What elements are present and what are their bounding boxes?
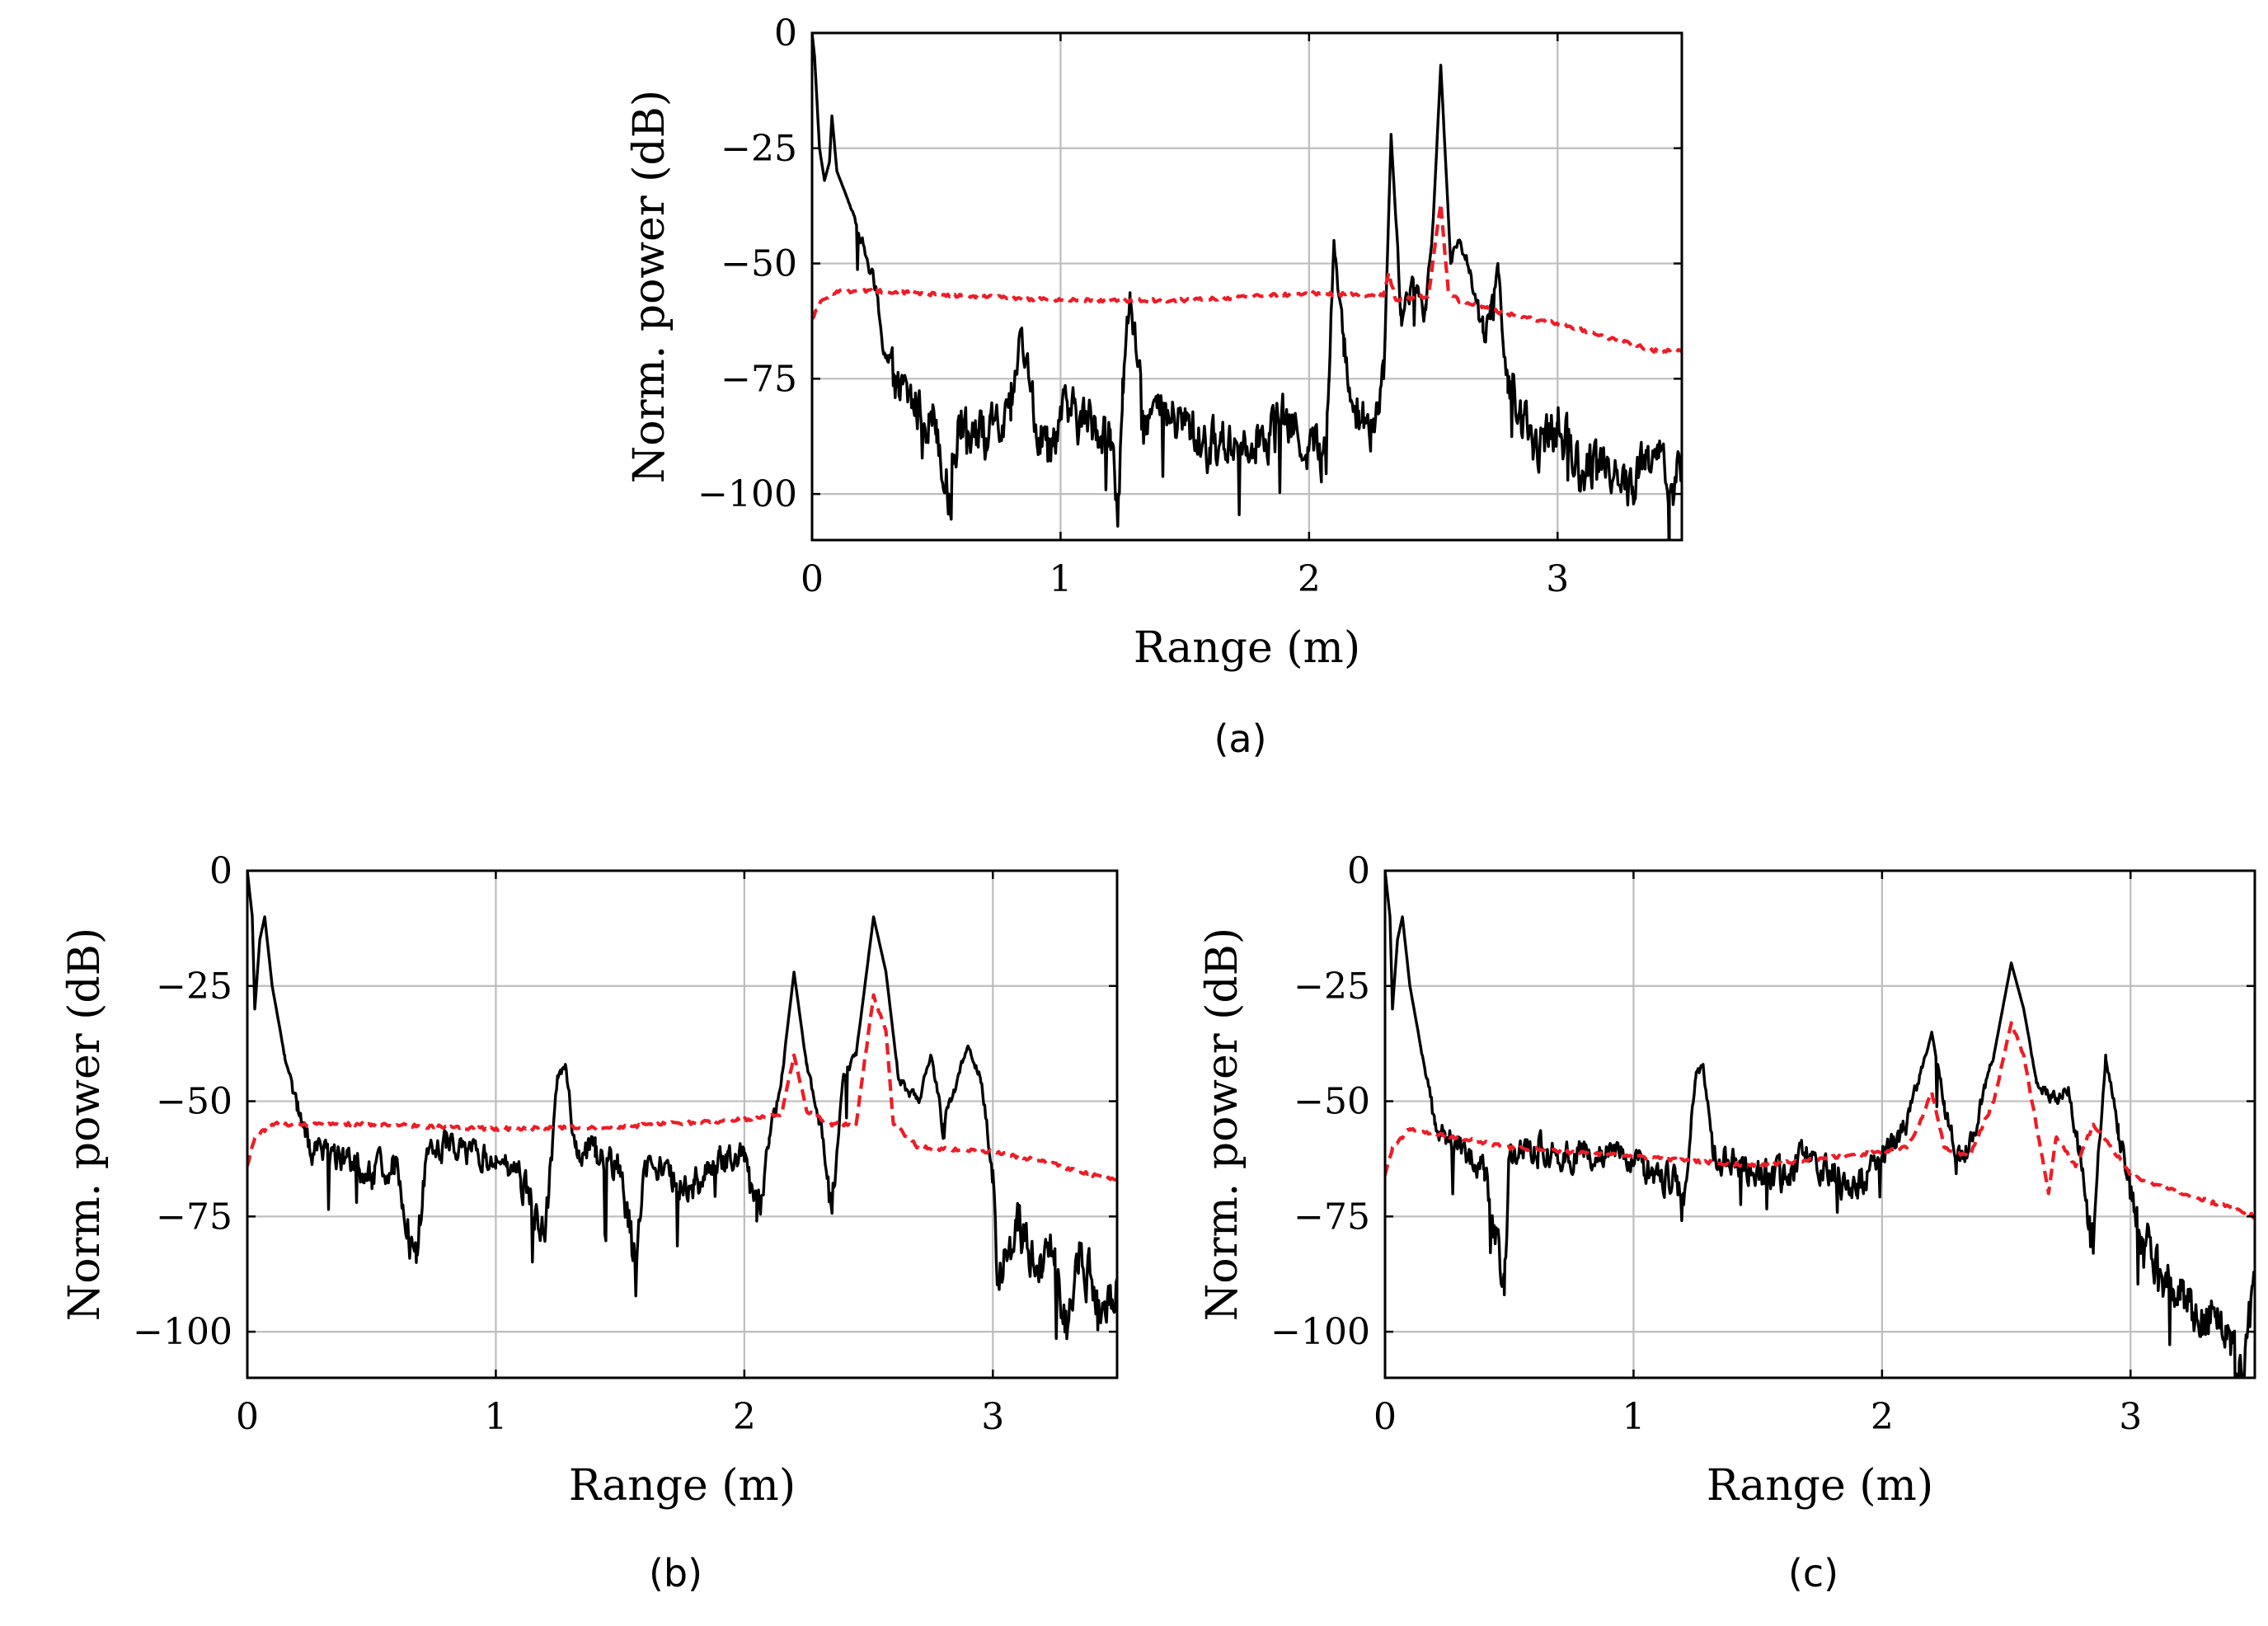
- panel-caption: (a): [1214, 717, 1266, 761]
- y-axis-label: Norm. power (dB): [625, 90, 674, 483]
- y-tick-label: 0: [209, 850, 232, 892]
- series-solid-line: [247, 871, 1117, 1341]
- y-tick-label: −25: [156, 966, 232, 1008]
- x-tick-label: 0: [236, 1396, 259, 1438]
- y-axis-label: Norm. power (dB): [60, 928, 110, 1321]
- y-tick-label: −75: [721, 358, 797, 400]
- axes-frame: [1383, 869, 2256, 1379]
- x-tick-label: 2: [1298, 558, 1321, 600]
- y-tick-label: −50: [721, 243, 797, 285]
- panel-a: 0 1 2 3 0 −25 −50 −75 −100 Range (m) Norm. power (…: [625, 12, 1683, 761]
- x-axis-label: Range (m): [569, 1461, 796, 1511]
- x-tick-label: 1: [484, 1396, 507, 1438]
- axes-frame: [246, 869, 1119, 1379]
- x-tick-label: 3: [981, 1396, 1004, 1438]
- series-dashed-line: [812, 201, 1682, 355]
- plot-area: [1385, 871, 2255, 1378]
- y-tick-label: −100: [133, 1311, 232, 1353]
- series-solid-line: [1385, 871, 2255, 1378]
- y-tick-label: −75: [156, 1196, 232, 1238]
- panel-caption: (c): [1788, 1551, 1838, 1595]
- x-axis-label: Range (m): [1134, 623, 1360, 673]
- y-tick-label: 0: [1347, 850, 1370, 892]
- y-axis-label: Norm. power (dB): [1198, 928, 1247, 1321]
- panel-c: 0 1 2 3 0 −25 −50 −75 −100 Range (m) Norm. power (…: [1198, 850, 2256, 1595]
- y-tick-label: −75: [1294, 1196, 1370, 1238]
- series-solid-line: [812, 33, 1682, 540]
- x-tick-label: 3: [1546, 558, 1569, 600]
- x-tick-label: 1: [1049, 558, 1072, 600]
- x-tick-label: 1: [1622, 1396, 1645, 1438]
- y-tick-label: −100: [1270, 1311, 1370, 1353]
- y-tick-label: 0: [774, 12, 797, 54]
- y-tick-label: −50: [1294, 1081, 1370, 1123]
- x-tick-label: 2: [1871, 1396, 1894, 1438]
- y-tick-label: −50: [156, 1081, 232, 1123]
- panel-caption: (b): [649, 1551, 702, 1595]
- y-tick-label: −100: [697, 473, 797, 515]
- axes-frame: [810, 31, 1683, 542]
- y-tick-label: −25: [1294, 966, 1370, 1008]
- x-tick-label: 0: [801, 558, 824, 600]
- x-axis-label: Range (m): [1707, 1461, 1933, 1511]
- x-tick-label: 3: [2119, 1396, 2142, 1438]
- panel-b: 0 1 2 3 0 −25 −50 −75 −100 Range (m) Norm. power (…: [60, 850, 1119, 1595]
- series-dashed-line: [1385, 1021, 2255, 1220]
- x-tick-label: 2: [733, 1396, 756, 1438]
- plot-area: [247, 871, 1117, 1341]
- y-tick-label: −25: [721, 128, 797, 170]
- plot-area: [812, 33, 1682, 540]
- series-dashed-line: [247, 993, 1117, 1182]
- x-tick-label: 0: [1373, 1396, 1397, 1438]
